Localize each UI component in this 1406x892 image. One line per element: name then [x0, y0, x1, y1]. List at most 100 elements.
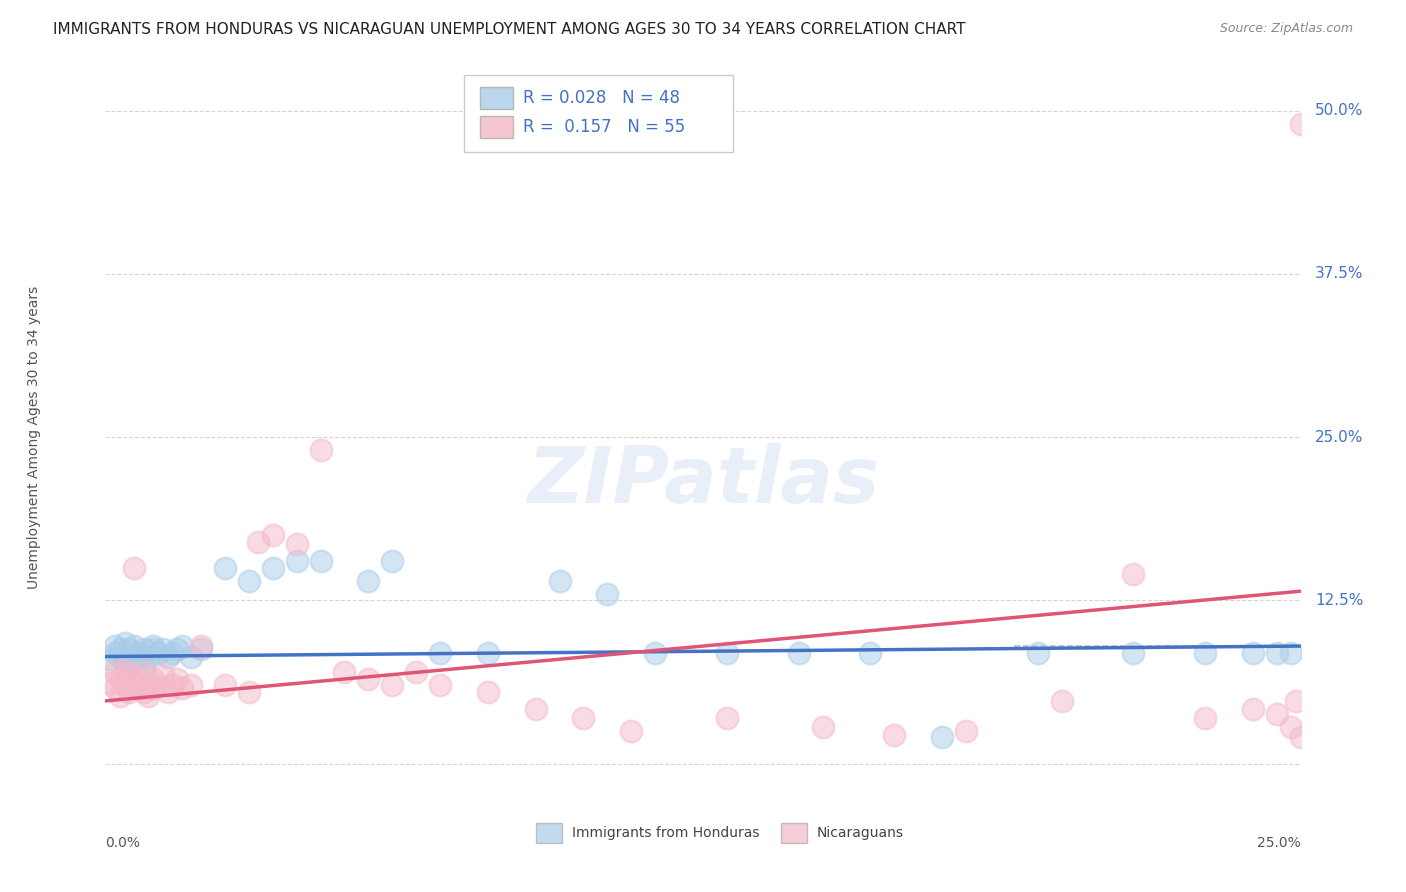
Point — [955, 723, 977, 738]
Point — [333, 665, 356, 680]
Text: 37.5%: 37.5% — [1315, 267, 1364, 281]
Point — [238, 574, 260, 588]
Point — [132, 665, 155, 680]
Point — [114, 663, 136, 677]
Point — [381, 678, 404, 692]
Point — [162, 678, 184, 692]
Point — [142, 672, 165, 686]
Point — [118, 667, 141, 682]
Point — [132, 641, 155, 656]
Point — [98, 652, 121, 666]
Text: 0.0%: 0.0% — [105, 836, 141, 850]
Point — [620, 723, 643, 738]
Point — [122, 652, 145, 666]
FancyBboxPatch shape — [780, 822, 807, 843]
Point — [138, 689, 160, 703]
Text: Unemployment Among Ages 30 to 34 years: Unemployment Among Ages 30 to 34 years — [27, 285, 41, 589]
Point — [931, 731, 953, 745]
Point — [477, 685, 499, 699]
Point — [405, 665, 427, 680]
Point — [596, 587, 619, 601]
Point — [429, 646, 451, 660]
Point — [787, 646, 810, 660]
Point — [166, 641, 188, 656]
Point — [1026, 646, 1049, 660]
Point — [309, 443, 332, 458]
Point — [104, 639, 127, 653]
Point — [214, 560, 236, 574]
Point — [262, 528, 284, 542]
Point — [548, 574, 571, 588]
Point — [108, 641, 131, 656]
Point — [190, 641, 212, 656]
Point — [108, 649, 131, 664]
FancyBboxPatch shape — [464, 75, 733, 152]
Point — [152, 667, 174, 682]
Point — [114, 636, 136, 650]
Point — [1265, 706, 1288, 721]
Point — [156, 685, 179, 699]
Point — [1265, 646, 1288, 660]
Point — [98, 675, 121, 690]
Text: 50.0%: 50.0% — [1315, 103, 1364, 118]
Text: 25.0%: 25.0% — [1315, 430, 1364, 444]
Point — [138, 678, 160, 692]
Point — [104, 681, 127, 695]
Point — [716, 646, 738, 660]
Point — [572, 711, 595, 725]
Point — [118, 658, 141, 673]
Point — [1285, 694, 1308, 708]
FancyBboxPatch shape — [536, 822, 562, 843]
Point — [128, 681, 150, 695]
Point — [644, 646, 666, 660]
Point — [132, 685, 155, 699]
Text: 25.0%: 25.0% — [1257, 836, 1301, 850]
Point — [170, 681, 193, 695]
Point — [214, 678, 236, 692]
Point — [524, 702, 547, 716]
Point — [166, 672, 188, 686]
Point — [132, 658, 155, 673]
Point — [122, 560, 145, 574]
Point — [859, 646, 882, 660]
Point — [429, 678, 451, 692]
Point — [104, 665, 127, 680]
Text: Source: ZipAtlas.com: Source: ZipAtlas.com — [1219, 22, 1353, 36]
Point — [128, 646, 150, 660]
Point — [1289, 117, 1312, 131]
Point — [156, 649, 179, 664]
Text: 12.5%: 12.5% — [1315, 593, 1364, 607]
Point — [128, 649, 150, 664]
Text: Immigrants from Honduras: Immigrants from Honduras — [571, 826, 759, 839]
FancyBboxPatch shape — [479, 87, 513, 109]
Point — [357, 574, 380, 588]
Point — [162, 646, 184, 660]
Point — [114, 655, 136, 669]
Text: IMMIGRANTS FROM HONDURAS VS NICARAGUAN UNEMPLOYMENT AMONG AGES 30 TO 34 YEARS CO: IMMIGRANTS FROM HONDURAS VS NICARAGUAN U… — [53, 22, 966, 37]
Point — [357, 672, 380, 686]
Point — [138, 649, 160, 664]
FancyBboxPatch shape — [479, 116, 513, 138]
Point — [122, 678, 145, 692]
Point — [716, 711, 738, 725]
Point — [122, 639, 145, 653]
Point — [477, 646, 499, 660]
Point — [180, 678, 202, 692]
Point — [152, 641, 174, 656]
Point — [142, 641, 165, 656]
Point — [128, 672, 150, 686]
Text: Nicaraguans: Nicaraguans — [817, 826, 904, 839]
Point — [1122, 567, 1144, 582]
Point — [309, 554, 332, 568]
Point — [142, 681, 165, 695]
Point — [1194, 711, 1216, 725]
Point — [170, 639, 193, 653]
Text: R = 0.028   N = 48: R = 0.028 N = 48 — [523, 88, 679, 107]
Point — [118, 641, 141, 656]
Text: R =  0.157   N = 55: R = 0.157 N = 55 — [523, 118, 685, 136]
Point — [262, 560, 284, 574]
Point — [1241, 646, 1264, 660]
Point — [142, 639, 165, 653]
Point — [114, 678, 136, 692]
Point — [247, 534, 270, 549]
